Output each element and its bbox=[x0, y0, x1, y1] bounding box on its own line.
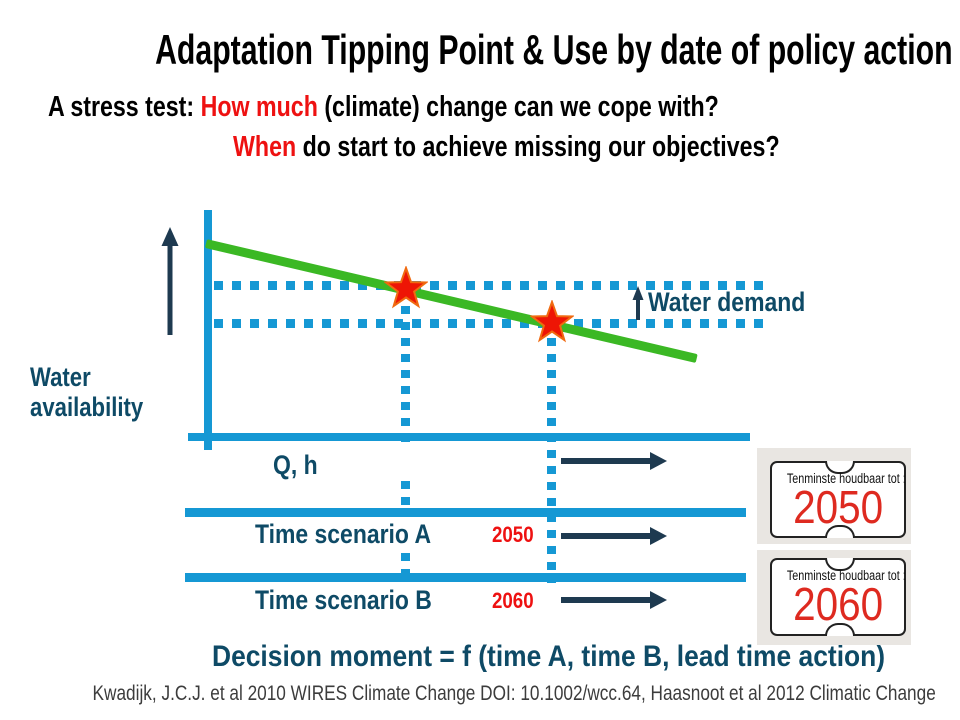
qh-time-right-arrow-icon bbox=[561, 452, 667, 470]
ticket-2060-scan-background: Tenminste houdbaar tot : 2060 bbox=[757, 550, 911, 645]
tipping-point-1-dropline bbox=[401, 553, 410, 579]
time-scenario-b-axis-line bbox=[185, 573, 746, 582]
subtitle-line-2: When do start to achieve missing our obj… bbox=[233, 131, 916, 164]
scenario-b-year-label: 2060 bbox=[492, 588, 534, 613]
subtitle-text: do start to achieve missing our objectiv… bbox=[296, 131, 780, 163]
water-demand-lower-dotted-line bbox=[214, 319, 766, 328]
scenario-a-right-arrow-icon bbox=[561, 527, 667, 545]
y-axis-label: Water availability bbox=[30, 362, 144, 422]
subtitle-text: A stress test: bbox=[48, 91, 201, 123]
scenario-a-year-label: 2050 bbox=[492, 522, 534, 547]
subtitle-line-1: A stress test: How much (climate) change… bbox=[48, 91, 887, 124]
ticket-2050-label: Tenminste houdbaar tot : bbox=[786, 471, 906, 486]
tipping-point-star-1-icon bbox=[384, 266, 428, 309]
time-scenario-a-axis-line bbox=[185, 508, 746, 517]
tipping-point-1-dropline bbox=[401, 306, 410, 442]
page-title: Adaptation Tipping Point & Use by date o… bbox=[155, 26, 953, 73]
ticket-2060-year: 2060 bbox=[792, 578, 884, 630]
scenario-b-right-arrow-icon bbox=[561, 591, 667, 609]
water-availability-trend-line bbox=[204, 239, 698, 363]
tipping-point-2-dropline bbox=[547, 338, 556, 583]
x-axis-label: Q, h bbox=[273, 450, 318, 480]
water-demand-label: Water demand bbox=[648, 287, 806, 317]
tipping-point-star-2-icon bbox=[530, 300, 574, 343]
citation-footer: Kwadijk, J.C.J. et al 2010 WIRES Climate… bbox=[92, 682, 936, 705]
ticket-2050-year: 2050 bbox=[792, 481, 884, 533]
x-axis-line-qh bbox=[188, 433, 750, 441]
subtitle-highlight-how-much: How much bbox=[200, 91, 318, 123]
y-axis-line bbox=[204, 210, 212, 450]
decision-moment-formula: Decision moment = f (time A, time B, lea… bbox=[212, 640, 886, 673]
subtitle-highlight-when: When bbox=[233, 131, 297, 163]
tipping-point-1-dropline bbox=[401, 481, 410, 515]
ticket-2050: Tenminste houdbaar tot : 2050 bbox=[770, 461, 906, 538]
ticket-2060-label: Tenminste houdbaar tot : bbox=[786, 568, 906, 583]
ticket-2050-scan-background: Tenminste houdbaar tot : 2050 bbox=[757, 448, 911, 544]
water-demand-up-arrow-icon bbox=[632, 286, 644, 320]
y-axis-up-arrow-icon bbox=[161, 227, 179, 335]
time-scenario-b-label: Time scenario B bbox=[255, 585, 432, 615]
water-demand-upper-dotted-line bbox=[214, 281, 766, 290]
ticket-2060: Tenminste houdbaar tot : 2060 bbox=[770, 558, 906, 636]
subtitle-text: (climate) change can we cope with? bbox=[317, 91, 719, 123]
time-scenario-a-label: Time scenario A bbox=[255, 519, 432, 549]
